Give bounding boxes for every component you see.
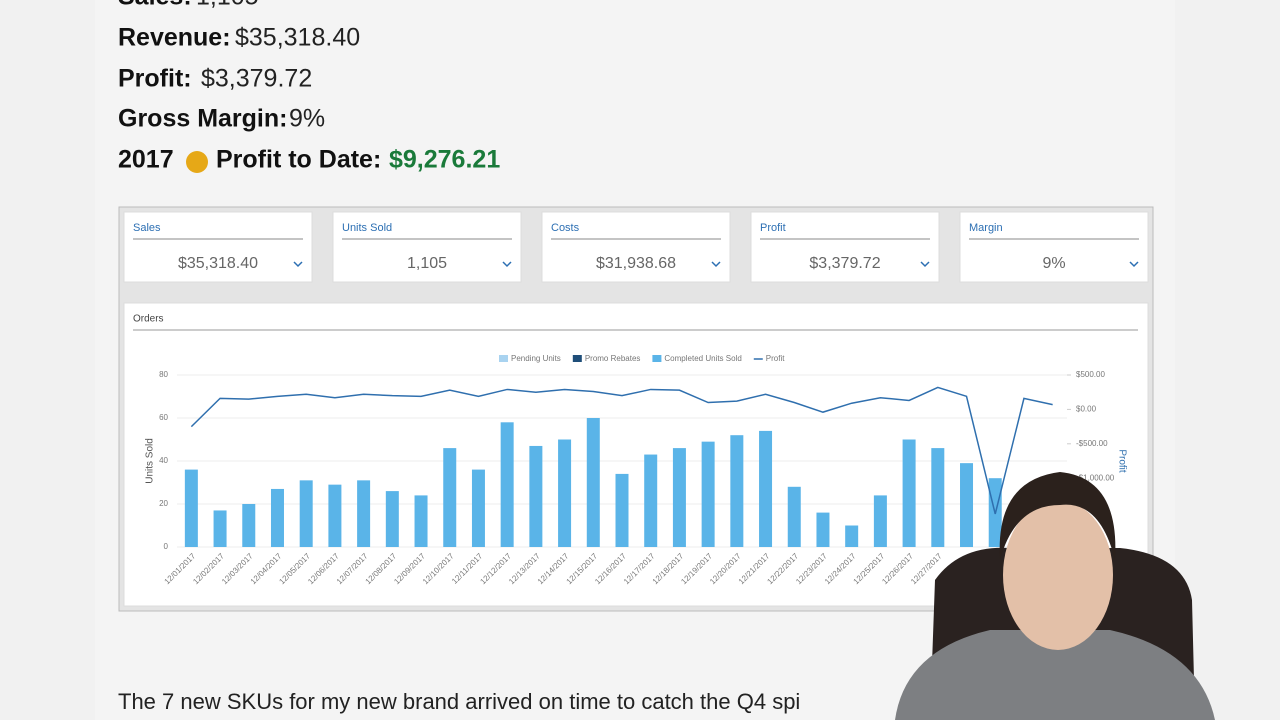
dropdown-icon [502, 261, 512, 268]
stat-value: $9,276.21 [389, 146, 500, 174]
card-label: Units Sold [342, 222, 392, 234]
legend-label: Pending Units [511, 354, 561, 363]
panel-title: Orders [133, 314, 164, 325]
legend-label: Profit [766, 354, 785, 363]
y-axis-label: Units Sold [145, 438, 156, 484]
bar [759, 430, 773, 547]
card [750, 211, 940, 283]
stat-label: Sales: [118, 0, 192, 11]
y-tick-label: 40 [159, 456, 168, 465]
y2-tick-label: -$1,000.00 [1076, 473, 1115, 482]
bar [184, 469, 198, 547]
stat-value: 9% [289, 105, 325, 133]
cards: Sales $35,318.40 Units Sold 1,105 Costs $31,9… [123, 211, 1149, 283]
stat-value: 1,105 [196, 0, 259, 11]
y-tick-label: 60 [159, 413, 168, 422]
card [959, 211, 1149, 283]
bar [414, 495, 428, 547]
hair [999, 472, 1116, 560]
bar [299, 480, 313, 547]
bar [672, 448, 686, 547]
legend-swatch [652, 355, 662, 362]
y-tick-label: 0 [164, 542, 169, 551]
bar [931, 448, 945, 547]
bar [873, 495, 887, 547]
bar [357, 480, 371, 547]
card-label: Margin [969, 222, 1003, 234]
bar [615, 473, 629, 547]
bar [902, 439, 916, 547]
stat-year: 2017 [118, 146, 174, 174]
bar [242, 504, 256, 547]
stat-value: $3,379.72 [201, 65, 312, 93]
card [332, 211, 522, 283]
legend-swatch [572, 355, 582, 362]
webcam-overlay [895, 472, 1215, 720]
bar [701, 441, 715, 547]
card-label: Profit [760, 222, 786, 234]
card-label: Sales [133, 222, 161, 234]
bar [443, 448, 457, 547]
bar [644, 454, 658, 547]
card-label: Costs [551, 222, 580, 234]
stat-label: Profit: [118, 65, 192, 93]
bar [960, 463, 974, 547]
shirt [895, 630, 1215, 720]
y2-tick-label: $0.00 [1076, 405, 1097, 414]
bar [471, 469, 485, 547]
bar [558, 439, 572, 547]
bar [529, 445, 543, 547]
bar [816, 512, 830, 547]
card-value: 9% [1042, 255, 1065, 272]
bar [270, 488, 284, 547]
legend-label: Promo Rebates [585, 354, 641, 363]
profit-line [190, 386, 1053, 515]
dropdown-icon [920, 261, 930, 268]
money-bag-icon [186, 151, 208, 173]
dropdown-icon [1129, 261, 1139, 268]
stat-label: Profit to Date: [216, 146, 381, 174]
y2-axis-label: Profit [1116, 449, 1127, 473]
bar [787, 486, 801, 547]
card [541, 211, 731, 283]
stat-label: Revenue: [118, 24, 231, 52]
y2-tick-label: $500.00 [1076, 370, 1105, 379]
bar [586, 418, 600, 547]
card-value: 1,105 [407, 255, 447, 272]
bar [730, 435, 744, 547]
bar [500, 422, 514, 547]
bar [328, 484, 342, 547]
card-value: $35,318.40 [178, 255, 258, 272]
bar [213, 510, 227, 547]
y2-tick-label: -$500.00 [1076, 439, 1108, 448]
legend-swatch [499, 355, 508, 362]
bar [845, 525, 859, 547]
dropdown-icon [293, 261, 303, 268]
stat-label: Gross Margin: [118, 105, 287, 133]
bar [385, 491, 399, 547]
y-tick-label: 20 [159, 499, 168, 508]
face [1003, 500, 1113, 650]
dropdown-icon [711, 261, 721, 268]
y-tick-label: 80 [159, 370, 168, 379]
card-value: $31,938.68 [596, 255, 676, 272]
card-value: $3,379.72 [809, 255, 880, 272]
body-text: The 7 new SKUs for my new brand arrived … [118, 689, 800, 714]
legend-label: Completed Units Sold [664, 354, 741, 363]
card [123, 211, 313, 283]
stat-value: $35,318.40 [235, 24, 360, 52]
